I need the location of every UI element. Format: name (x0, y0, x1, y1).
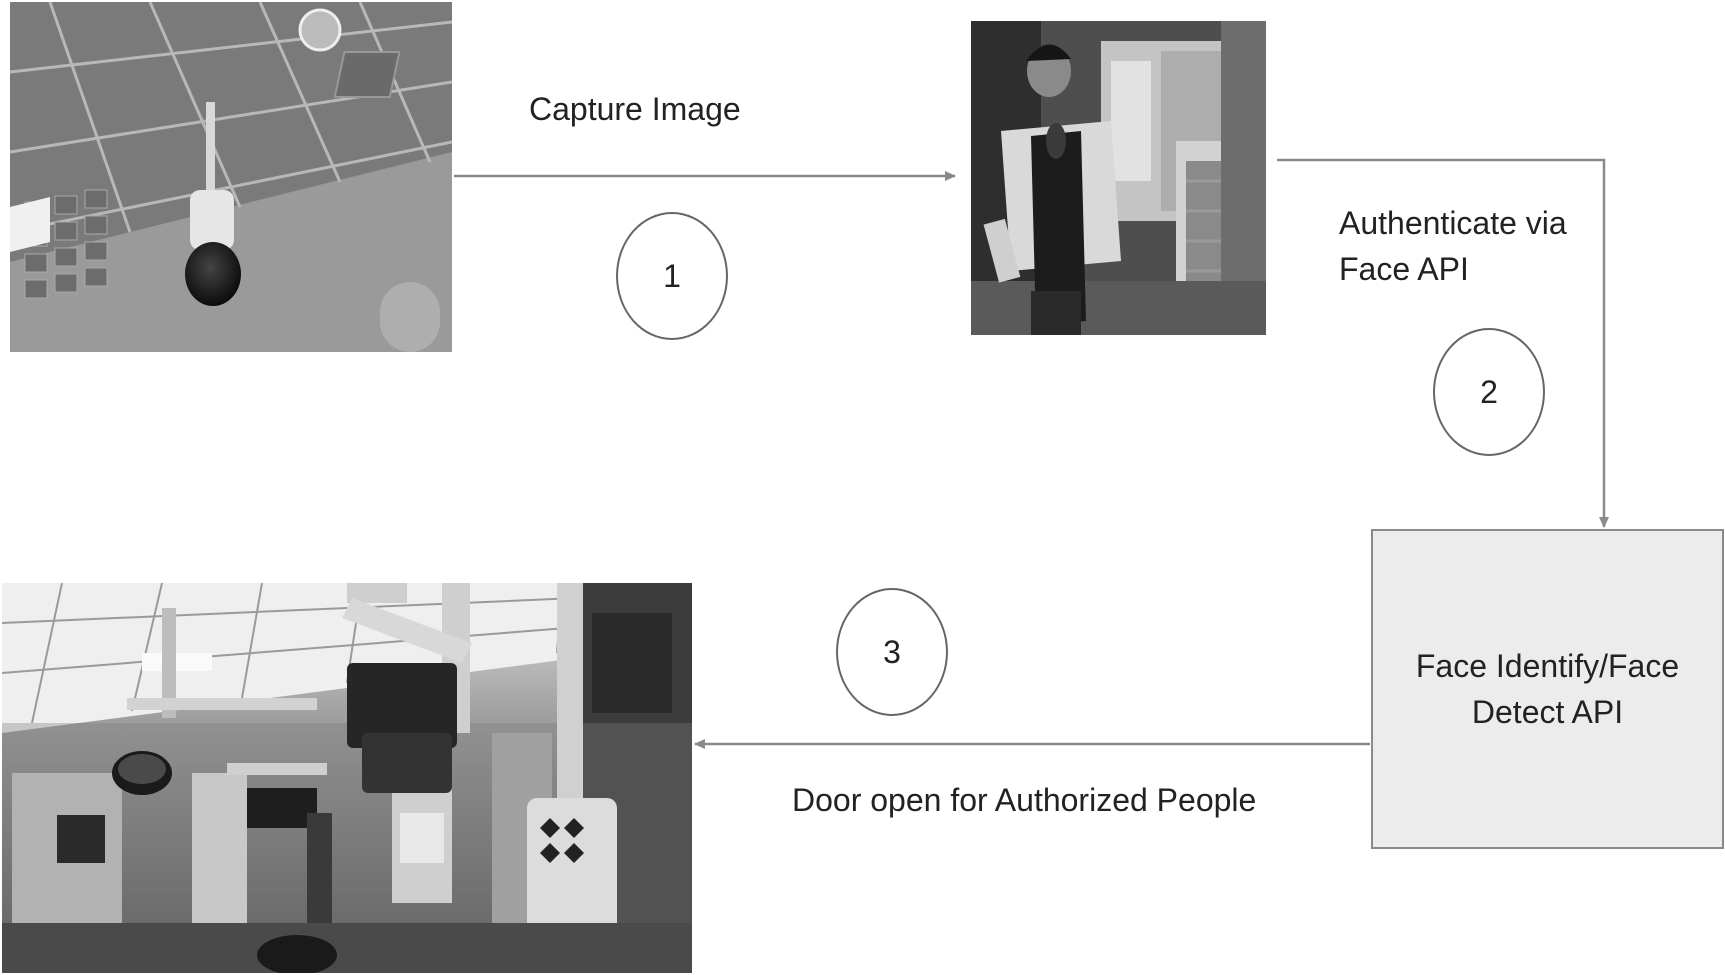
face-api-box-line-1: Face Identify/Face (1415, 648, 1680, 684)
step-1-circle: 1 (616, 212, 728, 340)
step-2-label-line-2: Face API (1339, 251, 1469, 287)
step-1-label: Capture Image (529, 91, 741, 127)
step-2-number: 2 (1480, 373, 1498, 410)
step-3-circle: 3 (836, 588, 948, 716)
operating-room-photo (2, 583, 692, 973)
arrow-authenticate (1277, 158, 1609, 528)
face-api-box-line-2: Detect API (1471, 694, 1624, 730)
step-3-number: 3 (883, 633, 901, 670)
step-3-label: Door open for Authorized People (792, 782, 1257, 818)
face-api-box: Face Identify/Face Detect API (1371, 529, 1724, 849)
person-photo (971, 21, 1266, 335)
step-2-label-line-1: Authenticate via (1339, 205, 1567, 241)
ceiling-camera-photo (10, 2, 452, 352)
step-2-circle: 2 (1433, 328, 1545, 456)
step-1-number: 1 (663, 257, 681, 294)
